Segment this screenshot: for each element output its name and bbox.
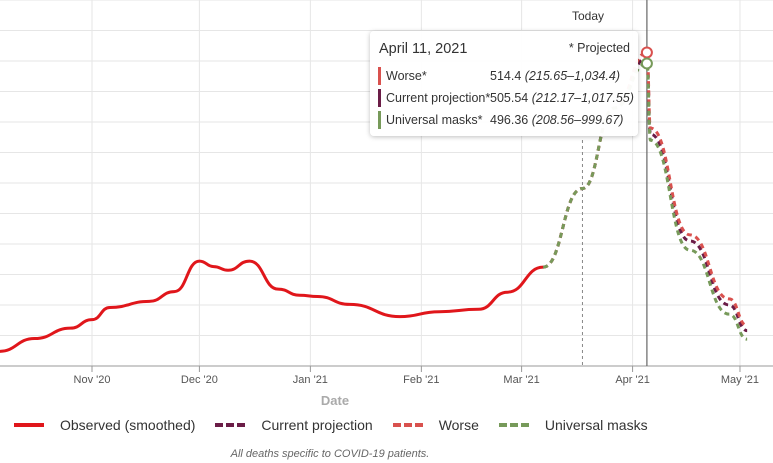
x-tick-label: Jan '21 [293, 374, 328, 386]
x-tick-label: May '21 [721, 374, 759, 386]
legend-label: Observed (smoothed) [60, 417, 196, 433]
legend-masks[interactable]: Universal masks [498, 417, 648, 433]
row-name: Worse* [386, 69, 427, 83]
row-value: 505.54 [490, 91, 529, 105]
series-universal-masks [542, 61, 748, 341]
row-name: Current projection* [386, 91, 491, 105]
x-axis-title: Date [320, 393, 350, 408]
x-tick-label: Mar '21 [503, 374, 539, 386]
tooltip-projected-note: * Projected [568, 41, 630, 55]
legend-label: Worse [438, 417, 479, 433]
hover-marker [640, 46, 653, 59]
row-range: (208.56–999.67) [531, 113, 624, 127]
x-tick-label: Feb '21 [403, 374, 439, 386]
tooltip-row-masks: Universal masks* 496.36 (208.56–999.67) [378, 111, 623, 129]
x-tick-label: Apr '21 [615, 374, 650, 386]
deaths-line-chart: Nov '20 Dec '20 Jan '21 Feb '21 Mar '21 Apr '… [0, 0, 773, 386]
today-label: Today [572, 9, 605, 23]
legend-current[interactable]: Current projection [215, 417, 373, 433]
row-range: (212.17–1,017.55) [531, 91, 634, 105]
x-tick-label: Nov '20 [74, 374, 111, 386]
x-tick-label: Dec '20 [181, 374, 218, 386]
legend-label: Universal masks [544, 417, 648, 433]
hover-marker [640, 57, 653, 70]
tooltip-row-current: Current projection*505.54 (212.17–1,017.… [378, 89, 634, 107]
tooltip-date: April 11, 2021 [379, 41, 468, 57]
tooltip: April 11, 2021 * Projected Worse* 514.4 (… [370, 31, 638, 136]
series-observed-smoothed- [0, 259, 544, 353]
legend: Observed (smoothed) Current projection W… [14, 417, 668, 433]
row-value: 514.4 [490, 69, 522, 83]
legend-worse[interactable]: Worse [392, 417, 479, 433]
footnote: All deaths specific to COVID-19 patients… [230, 448, 430, 460]
row-range: (215.65–1,034.4) [524, 69, 620, 83]
row-value: 496.36 [490, 113, 529, 127]
legend-observed[interactable]: Observed (smoothed) [14, 417, 195, 433]
legend-label: Current projection [261, 417, 373, 433]
tooltip-row-worse: Worse* 514.4 (215.65–1,034.4) [378, 67, 620, 85]
row-name: Universal masks* [386, 113, 483, 127]
